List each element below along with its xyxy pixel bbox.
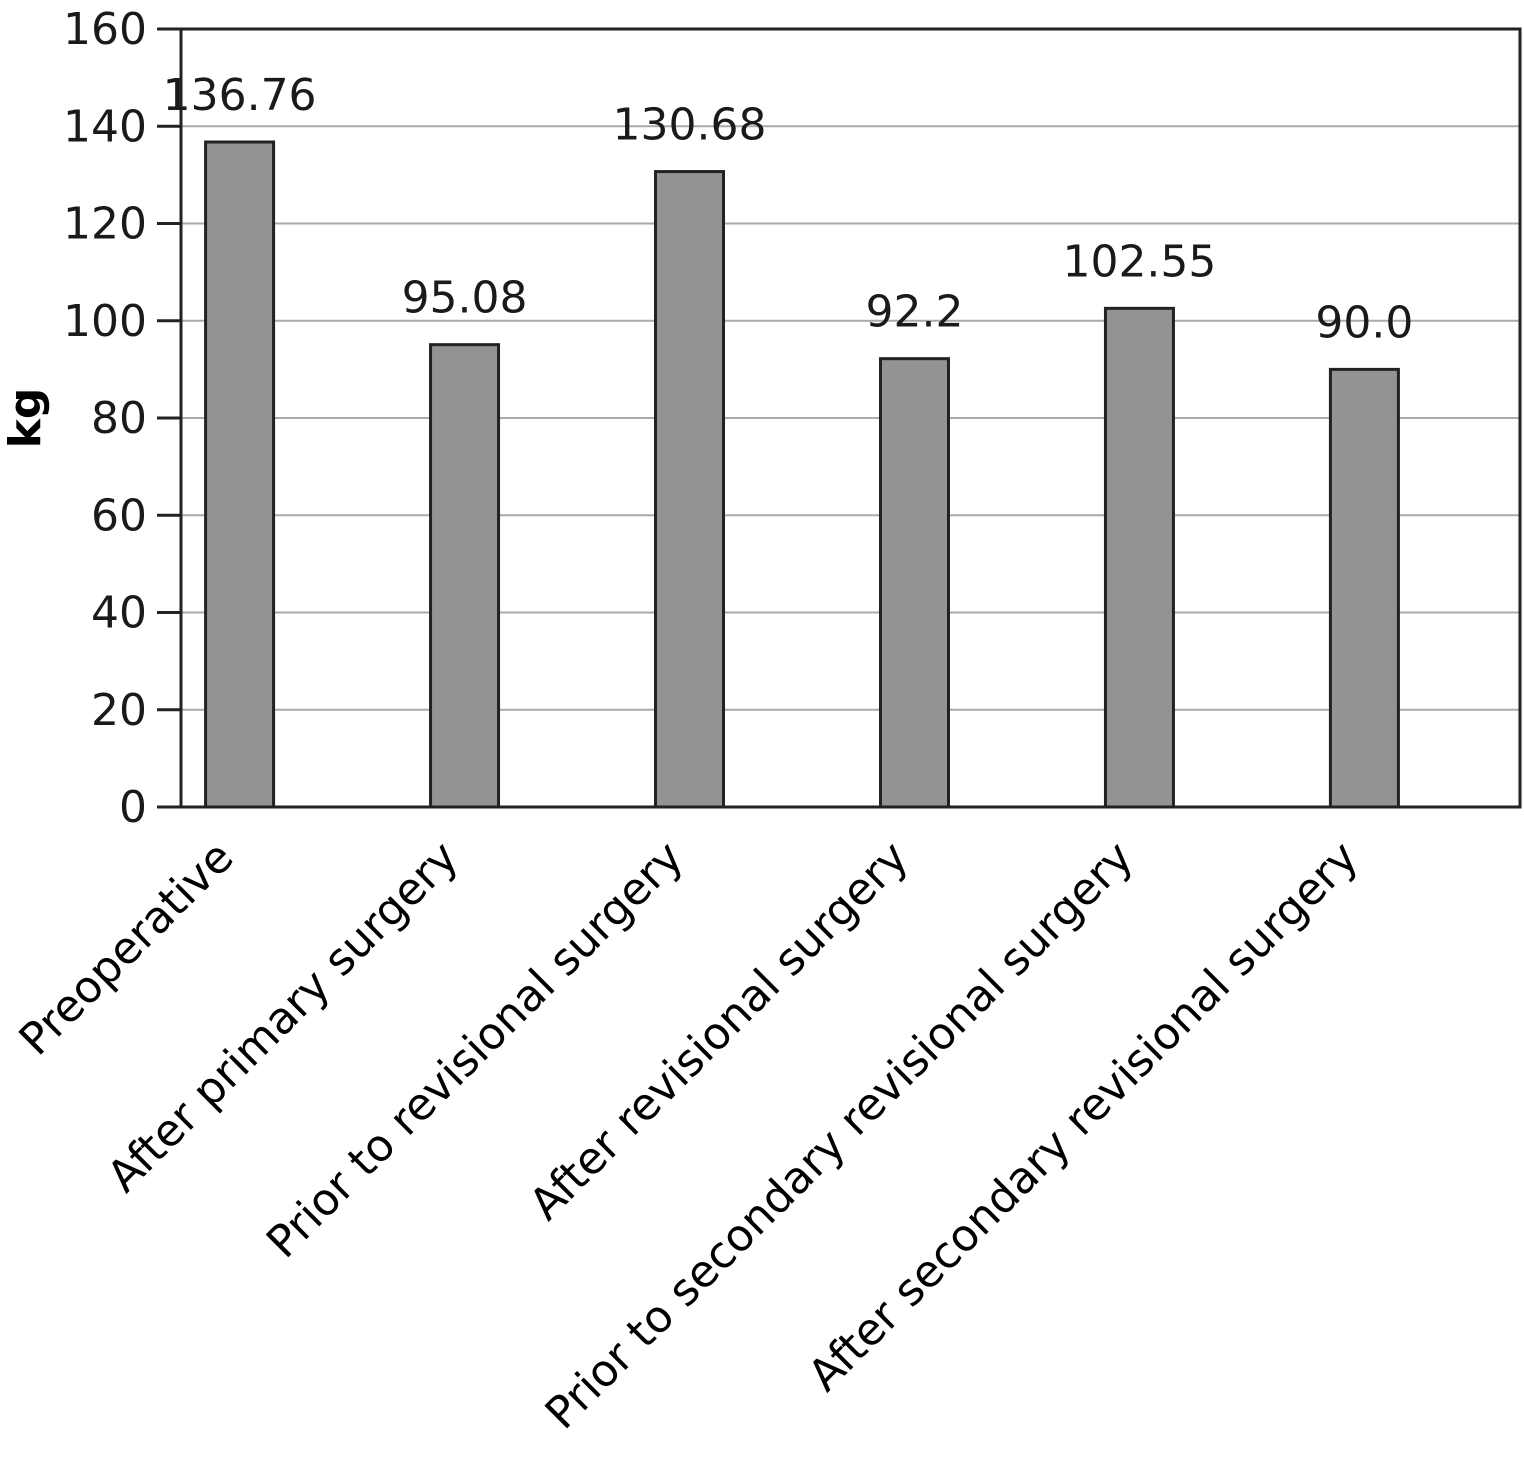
y-axis-ticks: 0 20 40 60 80 100 120 140 160: [63, 4, 181, 833]
data-label: 130.68: [613, 100, 767, 151]
y-tick-label: 20: [91, 685, 147, 736]
bar: [204, 140, 276, 809]
bar: [1103, 306, 1175, 809]
y-tick-label: 80: [91, 393, 147, 444]
bar: [878, 357, 950, 809]
y-tick-label: 60: [91, 490, 147, 541]
y-tick-label: 120: [63, 199, 147, 250]
x-category-label: After revisional surgery: [520, 832, 918, 1230]
bar: [654, 170, 726, 809]
data-label: 92.2: [865, 287, 963, 338]
y-tick-label: 160: [63, 4, 147, 55]
data-labels: 136.76 95.08 130.68 92.2 102.55 90.0: [163, 70, 1414, 348]
y-tick-label: 0: [119, 782, 147, 833]
y-tick-label: 140: [63, 101, 147, 152]
data-label: 102.55: [1062, 236, 1216, 287]
y-tick-label: 40: [91, 588, 147, 639]
data-label: 95.08: [402, 273, 528, 324]
bar: [1328, 367, 1400, 809]
y-axis-title: kg: [0, 388, 51, 449]
bar: [429, 343, 501, 809]
x-category-label: Preoperative: [10, 832, 244, 1066]
data-label: 90.0: [1315, 297, 1413, 348]
gridlines: [181, 125, 1520, 711]
x-category-label: Prior to revisional surgery: [257, 832, 693, 1268]
data-label: 136.76: [163, 70, 317, 121]
y-tick-label: 100: [63, 296, 147, 347]
bars: [204, 140, 1400, 809]
